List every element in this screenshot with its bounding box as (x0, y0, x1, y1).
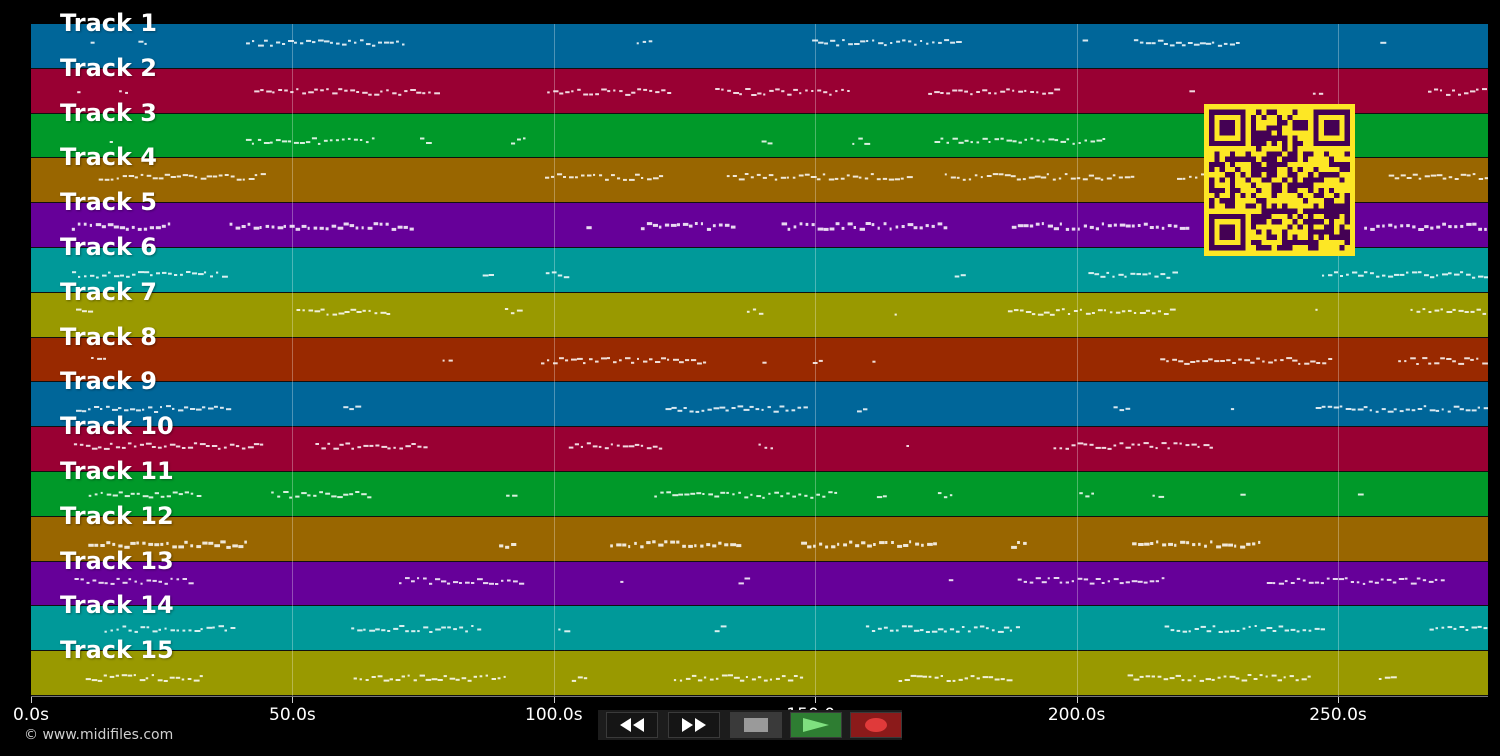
tick-mark (1338, 697, 1339, 703)
copyright-text: © www.midifiles.com (24, 727, 174, 743)
play-icon (803, 718, 829, 732)
tick-label: 100.0s (525, 705, 583, 725)
tick-label: 200.0s (1047, 705, 1106, 725)
note-marks (74, 576, 1445, 585)
rewind-button[interactable] (606, 712, 658, 738)
track-label: Track 13 (60, 546, 174, 575)
tick-label: 0.0s (13, 705, 49, 725)
track-lane (31, 24, 1488, 69)
note-marks (88, 540, 1261, 549)
track-lane (31, 427, 1488, 472)
record-button[interactable] (850, 712, 902, 738)
track-label: Track 8 (60, 322, 158, 351)
transport-controls (598, 710, 902, 740)
track-label: Track 2 (60, 53, 158, 82)
note-marks (76, 307, 1487, 316)
fast-forward-button[interactable] (668, 712, 720, 738)
tick-mark (292, 697, 294, 703)
tick-mark (31, 697, 32, 703)
note-marks (88, 491, 1364, 499)
track-lane (31, 292, 1488, 338)
note-marks (77, 87, 1487, 96)
track-lane (31, 337, 1488, 383)
rewind-icon (620, 718, 644, 732)
track-label: Track 14 (60, 591, 174, 620)
qr-code-icon (1204, 104, 1355, 256)
stop-icon (744, 718, 768, 732)
track-label: Track 11 (60, 457, 174, 485)
track-label: Track 3 (60, 98, 158, 127)
track-label: Track 6 (60, 233, 158, 261)
play-button[interactable] (790, 712, 842, 738)
track-label: Track 1 (60, 9, 158, 37)
note-marks (71, 222, 1487, 232)
track-lane (31, 472, 1488, 517)
tick-label: 250.0s (1309, 705, 1367, 725)
time-axis (31, 696, 1488, 697)
note-marks (90, 39, 1387, 47)
note-marks (73, 442, 1213, 451)
tick-mark (1076, 697, 1078, 703)
record-icon (865, 718, 887, 732)
stop-button[interactable] (730, 712, 782, 738)
note-marks (72, 271, 1488, 279)
track-label: Track 9 (60, 367, 158, 396)
track-label: Track 7 (60, 277, 158, 306)
note-marks (76, 405, 1488, 414)
note-marks (109, 136, 1106, 145)
note-marks (91, 356, 1488, 365)
track-label: Track 5 (60, 188, 158, 217)
track-label: Track 15 (60, 636, 174, 665)
fast-forward-icon (682, 718, 706, 732)
track-label: Track 4 (60, 143, 158, 172)
track-lane (31, 561, 1488, 607)
track-label: Track 10 (60, 412, 174, 441)
tick-mark (553, 697, 555, 703)
track-label: Track 12 (60, 501, 174, 530)
note-marks (104, 625, 1488, 634)
note-marks (85, 674, 1397, 683)
tick-mark (815, 697, 817, 703)
track-lane (31, 382, 1488, 428)
tick-label: 50.0s (269, 705, 316, 725)
track-lane (31, 651, 1488, 696)
track-lane (31, 516, 1488, 562)
track-lane (31, 606, 1488, 652)
